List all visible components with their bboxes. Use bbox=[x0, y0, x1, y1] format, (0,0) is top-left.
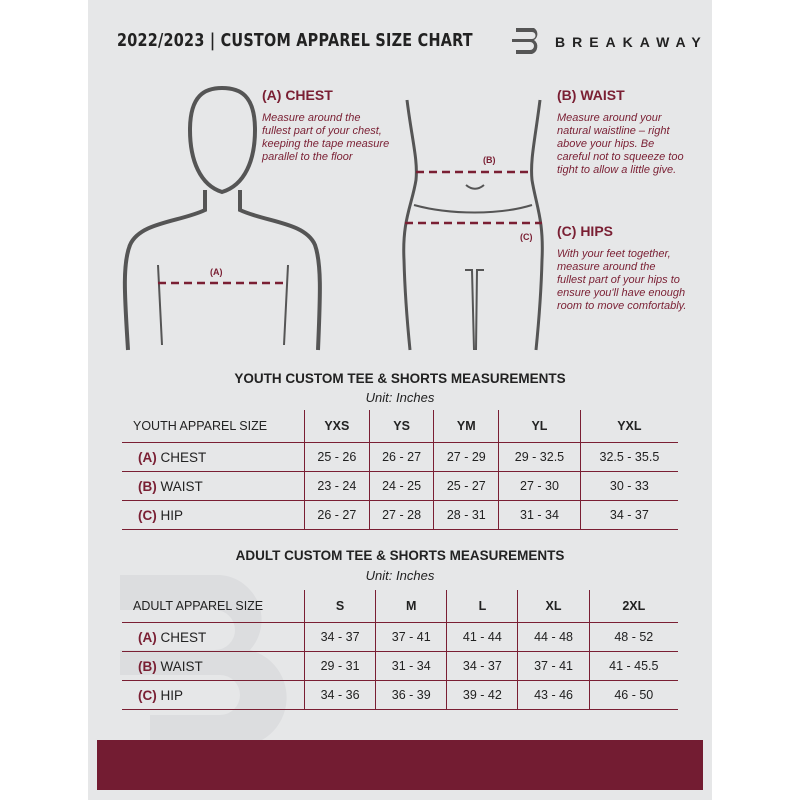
table-cell: 31 - 34 bbox=[375, 651, 447, 681]
breakaway-logo-icon bbox=[512, 28, 538, 54]
size-header: YM bbox=[433, 410, 499, 443]
footer-band bbox=[97, 740, 703, 790]
table-cell: 34 - 37 bbox=[446, 651, 518, 681]
table-row: (B) WAIST 29 - 31 31 - 34 34 - 37 37 - 41 41 … bbox=[122, 651, 678, 681]
hips-description: With your feet together, measure around … bbox=[557, 248, 687, 312]
table-header-row: YOUTH APPAREL SIZE YXS YS YM YL YXL bbox=[122, 410, 678, 443]
table-cell: 32.5 - 35.5 bbox=[579, 442, 678, 472]
table-cell: 34 - 37 bbox=[303, 622, 376, 652]
hips-heading: (C) HIPS bbox=[557, 223, 613, 239]
row-label: (C) HIP bbox=[122, 680, 305, 710]
table-cell: 36 - 39 bbox=[375, 680, 447, 710]
hips-marker: (C) bbox=[520, 232, 533, 242]
youth-unit: Unit: Inches bbox=[365, 390, 435, 405]
table-row: (B) WAIST 23 - 24 24 - 25 25 - 27 27 - 30 30 … bbox=[122, 471, 678, 501]
table-cell: 39 - 42 bbox=[446, 680, 518, 710]
table-header-row: ADULT APPAREL SIZE S M L XL 2XL bbox=[122, 590, 678, 623]
brand-name: BREAKAWAY bbox=[555, 34, 708, 50]
table-cell: 41 - 45.5 bbox=[588, 651, 678, 681]
row-label: (A) CHEST bbox=[122, 622, 305, 652]
waist-description: Measure around your natural waistline – … bbox=[557, 112, 684, 176]
size-header: M bbox=[375, 590, 447, 623]
adult-size-table: ADULT APPAREL SIZE S M L XL 2XL (A) CHES… bbox=[122, 590, 678, 710]
lower-body-figure bbox=[402, 99, 544, 351]
table-row: (A) CHEST 25 - 26 26 - 27 27 - 29 29 - 32.5 3… bbox=[122, 442, 678, 472]
size-header: S bbox=[303, 590, 376, 623]
upper-body-figure bbox=[122, 85, 322, 351]
size-header: L bbox=[446, 590, 518, 623]
youth-size-table: YOUTH APPAREL SIZE YXS YS YM YL YXL (A) … bbox=[122, 410, 678, 530]
adult-unit: Unit: Inches bbox=[365, 568, 435, 583]
table-corner-label: ADULT APPAREL SIZE bbox=[122, 590, 305, 623]
table-cell: 30 - 33 bbox=[579, 471, 678, 501]
size-header: YXL bbox=[579, 410, 678, 443]
table-cell: 48 - 52 bbox=[588, 622, 678, 652]
table-cell: 27 - 28 bbox=[368, 500, 434, 530]
chest-marker: (A) bbox=[210, 267, 223, 277]
table-row: (C) HIP 34 - 36 36 - 39 39 - 42 43 - 46 46 - … bbox=[122, 680, 678, 710]
table-row: (C) HIP 26 - 27 27 - 28 28 - 31 31 - 34 34 - … bbox=[122, 500, 678, 530]
table-cell: 28 - 31 bbox=[433, 500, 499, 530]
table-cell: 31 - 34 bbox=[498, 500, 581, 530]
adult-section-title: ADULT CUSTOM TEE & SHORTS MEASUREMENTS bbox=[235, 548, 565, 563]
size-header: YS bbox=[368, 410, 434, 443]
table-cell: 34 - 36 bbox=[303, 680, 376, 710]
row-label: (B) WAIST bbox=[122, 471, 305, 501]
row-label: (C) HIP bbox=[122, 500, 305, 530]
table-cell: 46 - 50 bbox=[588, 680, 678, 710]
body-figures bbox=[122, 85, 544, 351]
table-row: (A) CHEST 34 - 37 37 - 41 41 - 44 44 - 48 48 … bbox=[122, 622, 678, 652]
table-cell: 23 - 24 bbox=[304, 471, 370, 501]
table-cell: 29 - 32.5 bbox=[498, 442, 581, 472]
row-label: (A) CHEST bbox=[122, 442, 305, 472]
size-header: 2XL bbox=[588, 590, 678, 623]
size-header: XL bbox=[517, 590, 590, 623]
table-cell: 25 - 27 bbox=[433, 471, 499, 501]
size-header: YL bbox=[498, 410, 581, 443]
waist-heading: (B) WAIST bbox=[557, 87, 625, 103]
chest-description: Measure around the fullest part of your … bbox=[262, 112, 390, 163]
waist-marker: (B) bbox=[483, 155, 496, 165]
table-cell: 27 - 30 bbox=[498, 471, 581, 501]
size-header: YXS bbox=[304, 410, 370, 443]
table-cell: 29 - 31 bbox=[303, 651, 376, 681]
table-cell: 37 - 41 bbox=[375, 622, 447, 652]
table-cell: 41 - 44 bbox=[446, 622, 518, 652]
table-cell: 27 - 29 bbox=[433, 442, 499, 472]
chest-heading: (A) CHEST bbox=[262, 87, 333, 103]
table-cell: 25 - 26 bbox=[304, 442, 370, 472]
youth-section-title: YOUTH CUSTOM TEE & SHORTS MEASUREMENTS bbox=[234, 371, 566, 386]
row-label: (B) WAIST bbox=[122, 651, 305, 681]
table-cell: 26 - 27 bbox=[368, 442, 434, 472]
table-corner-label: YOUTH APPAREL SIZE bbox=[122, 410, 305, 443]
table-cell: 43 - 46 bbox=[517, 680, 590, 710]
table-cell: 37 - 41 bbox=[517, 651, 590, 681]
table-cell: 44 - 48 bbox=[517, 622, 590, 652]
page-title: 2022/2023 | CUSTOM APPAREL SIZE CHART bbox=[117, 30, 473, 51]
table-cell: 34 - 37 bbox=[579, 500, 678, 530]
table-cell: 24 - 25 bbox=[368, 471, 434, 501]
table-cell: 26 - 27 bbox=[304, 500, 370, 530]
